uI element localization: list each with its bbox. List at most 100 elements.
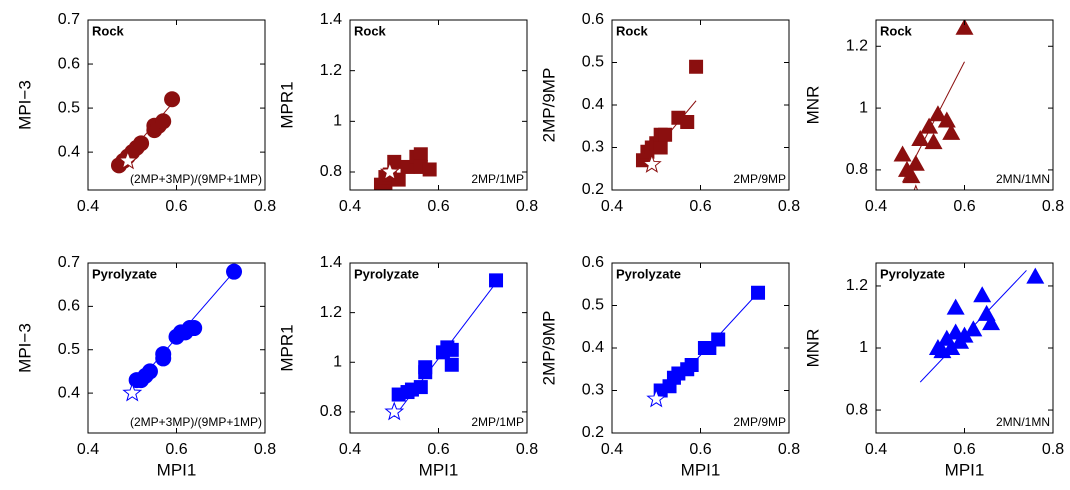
y-tick-label: 0.3: [582, 139, 604, 156]
y-tick-label: 0.8: [320, 403, 342, 420]
x-tick-label: 0.6: [165, 198, 187, 215]
y-tick-label: 1: [333, 113, 342, 130]
y-axis-label: 2MP/9MP: [539, 311, 558, 386]
axes-frame: [349, 19, 528, 191]
point: [920, 117, 939, 134]
axes-frame: [349, 262, 528, 434]
reference-star: [117, 150, 138, 170]
point: [653, 140, 668, 155]
point: [133, 135, 150, 152]
point: [226, 263, 243, 280]
panel-label: Pyrolyzate: [616, 266, 681, 281]
x-tick-label: 0.4: [77, 441, 99, 458]
panel: 0.4 0.6 0.8 0.2 0.3 0.4 0.5 0.6 Rock 2MP/9MP 2MP/9…: [539, 11, 800, 215]
y-tick-label: 1.2: [320, 304, 342, 321]
y-tick-label: 0.4: [58, 384, 80, 401]
plot-area: [122, 263, 243, 402]
point: [164, 91, 181, 108]
y-tick-label: 0.4: [582, 339, 604, 356]
y-tick-label: 0.8: [846, 401, 868, 418]
reference-star: [379, 161, 400, 181]
point: [186, 320, 203, 337]
y-tick-label: 0.6: [582, 11, 604, 28]
x-tick-label: 0.8: [516, 198, 538, 215]
y-tick-label: 0.8: [320, 163, 342, 180]
point: [413, 147, 428, 162]
y-tick-label: 0.2: [582, 181, 604, 198]
y-tick-label: 0.6: [582, 254, 604, 271]
plot-area: [635, 59, 704, 173]
y-tick-label: 0.4: [582, 96, 604, 113]
x-tick-label: 0.4: [601, 441, 623, 458]
axes-frame: [611, 262, 790, 434]
y-axis-label: MNR: [803, 86, 822, 125]
panel-note: 2MP/9MP: [733, 172, 786, 186]
y-axis-label: MPR1: [277, 81, 296, 128]
x-tick-label: 0.4: [77, 198, 99, 215]
panel: 0.4 0.6 0.8 0.4 0.5 0.6 0.7 Rock (2MP+3MP)/(9MP+…: [15, 11, 276, 215]
y-axis-label: 2MP/9MP: [539, 68, 558, 143]
x-tick-label: 0.8: [778, 198, 800, 215]
panel: 0.4 0.6 0.8 0.8 1 1.2 1.4 Rock 2MP/1MP MPR1: [277, 11, 538, 215]
y-tick-label: 1.2: [846, 277, 868, 294]
axes-frame: [875, 262, 1054, 434]
x-tick-label: 0.4: [601, 198, 623, 215]
plot-area: [373, 147, 437, 190]
x-tick-label: 0.4: [339, 198, 361, 215]
x-tick-label: 0.6: [427, 441, 449, 458]
y-tick-label: 0.6: [58, 55, 80, 72]
y-tick-label: 0.6: [58, 298, 80, 315]
point: [906, 154, 925, 171]
x-tick-label: 0.4: [865, 441, 887, 458]
point: [893, 145, 912, 162]
plot-area: [110, 91, 181, 174]
y-tick-label: 1.2: [846, 37, 868, 54]
x-tick-label: 0.4: [339, 441, 361, 458]
panel-label: Rock: [92, 23, 125, 38]
x-axis-label: MPI1: [945, 460, 985, 479]
point: [955, 20, 974, 35]
point: [391, 172, 406, 187]
point: [924, 133, 943, 150]
panel: 0.4 0.6 0.8 0.8 1 1.2 1.4 Pyrolyzate 2MP/1MP MPR1…: [277, 254, 538, 479]
plot-area: [893, 20, 974, 190]
point: [155, 346, 172, 363]
x-tick-label: 0.8: [254, 198, 276, 215]
x-tick-label: 0.4: [865, 198, 887, 215]
point: [489, 273, 504, 288]
reference-star: [384, 401, 405, 421]
point: [141, 363, 158, 380]
point: [964, 320, 983, 337]
x-tick-label: 0.6: [953, 198, 975, 215]
x-tick-label: 0.8: [1042, 441, 1064, 458]
point: [680, 115, 695, 129]
point: [444, 357, 459, 372]
y-tick-label: 0.7: [58, 254, 80, 271]
panel-label: Pyrolyzate: [92, 266, 157, 281]
x-tick-label: 0.8: [516, 441, 538, 458]
reference-star: [646, 388, 667, 408]
point: [658, 127, 673, 142]
point: [973, 286, 992, 303]
reference-star: [122, 382, 143, 402]
panel: 0.4 0.6 0.8 0.8 1 1.2 Pyrolyzate 2MN/1MN MNR MPI1: [803, 262, 1064, 479]
y-axis-label: MPI−3: [15, 323, 34, 373]
y-tick-label: 1: [859, 339, 868, 356]
y-tick-label: 0.5: [58, 341, 80, 358]
x-axis-label: MPI1: [681, 460, 721, 479]
y-axis-label: MPR1: [277, 324, 296, 371]
axes-frame: [87, 262, 266, 434]
point: [751, 285, 766, 300]
y-tick-label: 1: [859, 99, 868, 116]
y-tick-label: 0.7: [58, 11, 80, 28]
point: [942, 339, 961, 355]
point: [378, 182, 393, 190]
point: [928, 105, 947, 122]
panel-label: Pyrolyzate: [880, 266, 945, 281]
point: [413, 380, 428, 395]
y-tick-label: 1.2: [320, 62, 342, 79]
plot-area: [646, 285, 766, 408]
x-tick-label: 0.6: [427, 198, 449, 215]
panel-note: 2MP/1MP: [471, 415, 524, 429]
